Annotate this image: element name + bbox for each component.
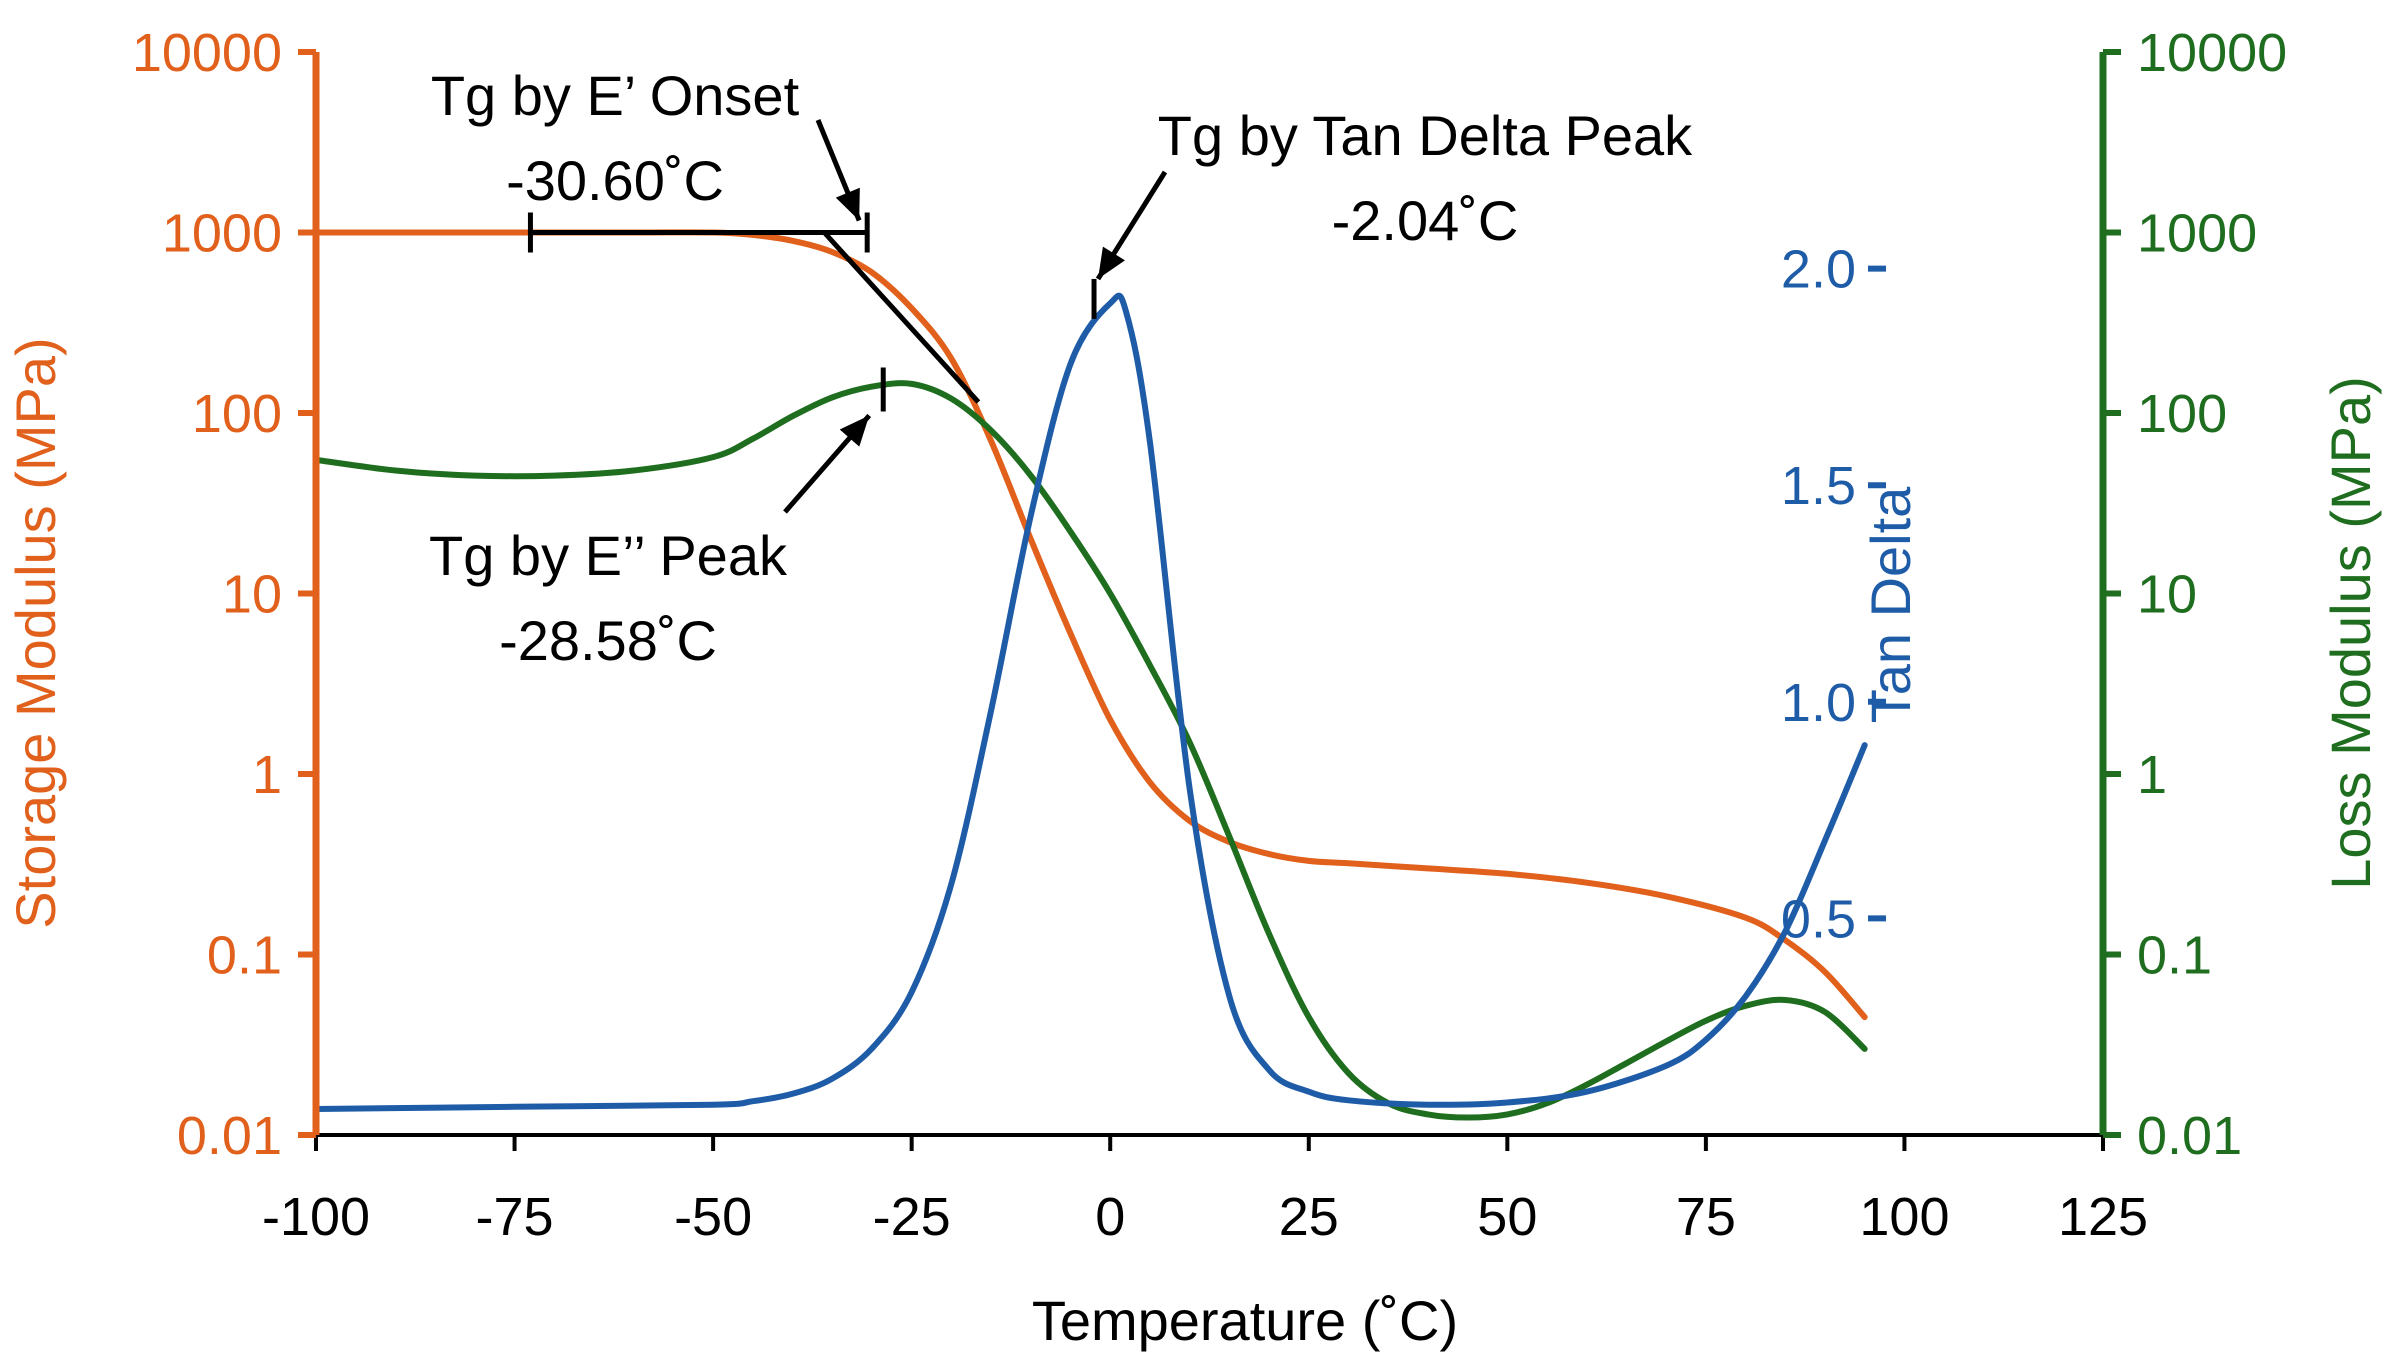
annotation-layer [527, 119, 1168, 514]
onset-annotation-label: Tg by E’ Onset [431, 64, 800, 127]
loss-peak-annotation-value: -28.58˚C [499, 609, 717, 672]
onset-arrow-head [835, 187, 860, 221]
right-tick-label: 0.1 [2137, 926, 2212, 986]
x-tick-label: 75 [1676, 1187, 1736, 1247]
right-tick-label: 10 [2137, 565, 2197, 625]
x-tick-label: -50 [674, 1187, 752, 1247]
left-tick-label: 10 [222, 565, 282, 625]
right-axis-title: Loss Modulus (MPa) [2319, 376, 2382, 890]
onset-tangent-line [822, 230, 981, 404]
x-axis-title: Temperature (˚C) [1032, 1289, 1458, 1352]
series-layer [313, 229, 1868, 1121]
left-tick-label: 0.1 [207, 926, 282, 986]
x-tick-label: 25 [1279, 1187, 1339, 1247]
x-tick-label: -75 [476, 1187, 554, 1247]
right-tick-label: 1 [2137, 745, 2167, 805]
tan-peak-annotation-value: -2.04˚C [1332, 189, 1519, 252]
right-tick-label: 10000 [2137, 23, 2287, 83]
left-tick-label: 10000 [132, 23, 282, 83]
x-tick-label: 125 [2058, 1187, 2148, 1247]
axes-layer: -100 -75 -50 -25 0 25 50 75 100 12510000100010010… [132, 23, 2287, 1247]
tan-delta-line [313, 292, 1868, 1112]
right-tick-label: 0.01 [2137, 1106, 2242, 1166]
tan-axis-title: Tan Delta [1859, 486, 1922, 723]
x-tick-label: -25 [873, 1187, 951, 1247]
x-tick-label: 50 [1477, 1187, 1537, 1247]
left-tick-label: 0.01 [177, 1106, 282, 1166]
left-tick-label: 1 [252, 745, 282, 805]
x-tick-label: 100 [1859, 1187, 1949, 1247]
loss-modulus-line [313, 380, 1868, 1121]
right-tick-label: 1000 [2137, 204, 2257, 264]
onset-annotation-value: -30.60˚C [506, 149, 724, 212]
left-tick-label: 100 [192, 384, 282, 444]
tan-peak-arrow-head [1098, 246, 1125, 279]
tan-tick-label: 0.5 [1781, 889, 1856, 949]
loss-peak-arrow-head [839, 415, 870, 447]
loss-peak-annotation-label: Tg by E’’ Peak [429, 524, 788, 587]
x-tick-label: -100 [262, 1187, 370, 1247]
left-axis-title: Storage Modulus (MPa) [4, 337, 67, 928]
tan-tick-label: 2.0 [1781, 240, 1856, 300]
tan-tick-label: 1.5 [1781, 456, 1856, 516]
tan-tick-label: 1.0 [1781, 673, 1856, 733]
right-tick-label: 100 [2137, 384, 2227, 444]
x-tick-label: 0 [1095, 1187, 1125, 1247]
tan-peak-annotation-label: Tg by Tan Delta Peak [1158, 104, 1693, 167]
left-tick-label: 1000 [162, 204, 282, 264]
